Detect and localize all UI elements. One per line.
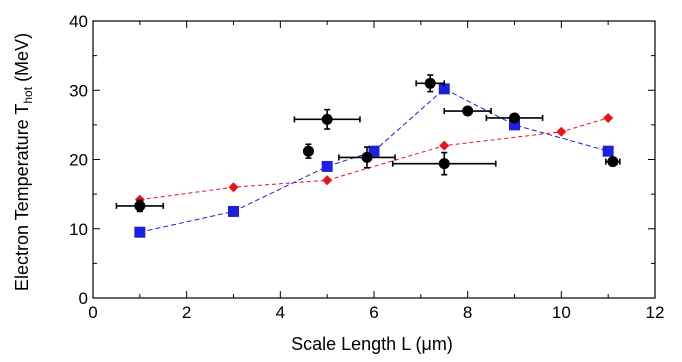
series-red-point (228, 182, 239, 193)
y-tick-label: 40 (69, 12, 88, 31)
series-blue-point (509, 119, 520, 131)
x-axis: 0 2 4 6 8 10 12 (88, 21, 664, 322)
black-circle-marker (134, 200, 146, 212)
plot-frame (92, 20, 656, 299)
x-tick-label: 0 (88, 303, 97, 322)
series-black-point (115, 199, 165, 213)
y-tick-label: 20 (69, 151, 88, 170)
series-black-point (605, 156, 621, 168)
series-blue-point (321, 160, 333, 172)
series-blue-point (602, 145, 614, 157)
black-circle-marker (607, 156, 619, 168)
series-black-point (443, 105, 492, 117)
series-black-point (338, 146, 396, 169)
series-red-point (556, 126, 567, 137)
series-black-point (302, 143, 314, 159)
series-layer (115, 74, 621, 238)
black-circle-marker (361, 151, 373, 163)
y-tick-label: 30 (69, 81, 88, 100)
y-axis-title: Electron Temperature Thot (MeV) (12, 33, 35, 291)
black-circle-marker (321, 113, 333, 125)
x-tick-label: 6 (369, 303, 378, 322)
x-tick-label: 12 (646, 303, 665, 322)
black-circle-marker (438, 158, 450, 170)
series-blue-line (139, 88, 609, 233)
series-blue-point (368, 145, 380, 157)
black-circle-marker (302, 145, 314, 157)
series-blue-point (228, 205, 239, 217)
series-red-point (322, 175, 333, 186)
x-tick-label: 10 (552, 303, 571, 322)
x-tick-label: 4 (276, 303, 285, 322)
black-circle-marker (424, 77, 436, 89)
plot-border (92, 20, 656, 299)
y-tick-label: 10 (69, 220, 88, 239)
series-red-line (139, 117, 609, 201)
x-tick-label: 2 (182, 303, 191, 322)
black-circle-marker (509, 112, 520, 124)
series-black-point (485, 112, 544, 124)
series-black-point (415, 74, 446, 93)
series-red-point (603, 112, 614, 123)
y-axis-title-unit: (MeV) (12, 33, 32, 87)
black-circle-marker (462, 105, 474, 117)
series-black-point (391, 151, 497, 176)
x-tick-label: 8 (463, 303, 472, 322)
y-tick-label: 0 (79, 289, 88, 308)
series-blue-point (438, 83, 450, 95)
y-axis-title-sub: hot (21, 86, 35, 103)
y-axis-title-main: Electron Temperature T (12, 104, 32, 291)
series-blue-point (134, 226, 146, 238)
y-axis: 0 10 20 30 40 (69, 12, 655, 308)
x-axis-title: Scale Length L (μm) (291, 334, 453, 354)
series-red-point (439, 140, 450, 151)
series-black-point (293, 108, 361, 130)
